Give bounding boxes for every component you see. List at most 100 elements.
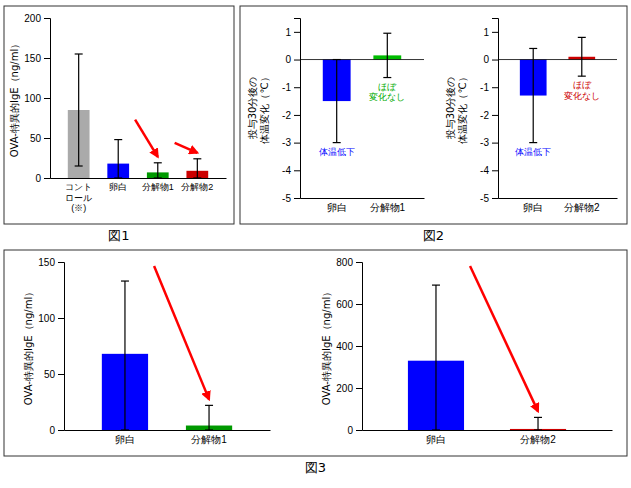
x-tick: 分解物1 (191, 434, 227, 445)
y-tick: 400 (336, 341, 362, 352)
error-bar-cap-high (114, 139, 122, 140)
axis-line (65, 430, 271, 431)
tick-label: 0 (35, 173, 41, 184)
error-bar (383, 33, 391, 77)
tick-label: 1 (483, 27, 489, 38)
tick-mark (58, 262, 64, 263)
tick-mark (44, 138, 50, 139)
error-bar-cap-low (432, 429, 440, 430)
y-tick: 100 (38, 313, 64, 324)
tick-mark (294, 32, 300, 33)
tick-label: -5 (282, 193, 291, 204)
y-axis: 0 50 100 150 (38, 257, 64, 436)
y-axis-title: OVA-特異的IgE（ng/ml） (9, 39, 20, 157)
error-bar (205, 405, 213, 430)
arrow (175, 143, 198, 153)
y-tick: 600 (336, 299, 362, 310)
axis-line (499, 198, 618, 199)
error-bar-stem (197, 159, 198, 178)
axis-line (301, 198, 425, 199)
tick-label: 分解物1 (142, 182, 174, 192)
error-bar-stem (336, 60, 337, 143)
tick-label: -2 (282, 110, 291, 121)
chart: 050100150200コントロール(※)卵白分解物1分解物2OVA-特異的Ig… (9, 13, 227, 213)
annotation: 体温低下 (515, 147, 551, 157)
y-axis-title: OVA-特異的IgE（ng/ml） (23, 287, 34, 405)
figure-box (4, 6, 234, 224)
error-bar (154, 163, 162, 178)
x-tick: 分解物2 (181, 182, 213, 192)
x-tick: 卵白 (115, 434, 135, 445)
y-tick: 0 (35, 173, 50, 184)
tick-label: 50 (44, 369, 56, 380)
error-bar-cap-low (154, 177, 162, 178)
y-tick: -3 (480, 137, 498, 148)
y-axis: 0200400600800 (336, 257, 362, 436)
y-tick: -5 (480, 193, 498, 204)
y-tick: 200 (336, 383, 362, 394)
axis-line (58, 263, 65, 431)
tick-mark (294, 198, 300, 199)
error-bar-stem (78, 54, 79, 166)
tick-label: 卵白 (109, 182, 127, 192)
chart: -5-4-3-2-101卵白分解物1投与30分後の体温変化（℃）体温低下ほぼ変化… (247, 19, 425, 214)
tick-mark (44, 58, 50, 59)
error-bar-cap-high (121, 280, 129, 281)
tick-label: 200 (336, 383, 353, 394)
tick-mark (294, 60, 300, 61)
tick-mark (492, 115, 498, 116)
error-bar-cap-high (205, 405, 213, 406)
error-bar-cap-low (205, 429, 213, 430)
x-tick: 卵白 (426, 434, 446, 445)
error-bar-cap-low (193, 177, 201, 178)
tick-label: 150 (38, 257, 55, 268)
tick-label: 分解物1 (191, 434, 227, 445)
tick-mark (294, 170, 300, 171)
y-tick: 200 (24, 13, 50, 24)
error-bar-cap-low (578, 76, 586, 77)
error-bar-cap-low (529, 142, 537, 143)
y-tick: 800 (336, 257, 362, 268)
error-bar-cap-low (534, 429, 542, 430)
axis-line (294, 19, 301, 199)
tick-label: -4 (480, 165, 489, 176)
y-axis-title: OVA-特異的IgE（ng/ml） (321, 287, 332, 405)
tick-label: 1 (285, 27, 291, 38)
error-bar-stem (581, 37, 582, 76)
tick-label: 卵白 (115, 434, 135, 445)
tick-mark (356, 430, 362, 431)
tick-mark (356, 262, 362, 263)
tick-mark (356, 388, 362, 389)
y-axis-title: 投与30分後の体温変化（℃） (247, 72, 270, 143)
tick-mark (294, 143, 300, 144)
error-bar (534, 417, 542, 430)
error-bar-cap-low (114, 177, 122, 178)
x-axis: 卵白分解物2 (363, 431, 613, 446)
tick-mark (492, 170, 498, 171)
y-tick: -2 (282, 110, 300, 121)
caption: 図3 (305, 460, 326, 475)
x-axis: 卵白 分解物1 (65, 431, 271, 446)
tick-label: -3 (282, 137, 291, 148)
error-bar (529, 48, 537, 142)
x-tick: 卵白 (327, 202, 347, 213)
x-tick: 分解物2 (564, 202, 600, 213)
tick-label: 卵白 (327, 202, 347, 213)
plot-area (102, 281, 232, 430)
axis-line (44, 19, 51, 179)
y-tick: 50 (44, 369, 64, 380)
tick-label: 100 (24, 93, 41, 104)
axis-line (356, 263, 363, 431)
y-tick: 0 (49, 425, 64, 436)
y-tick: -1 (282, 82, 300, 93)
tick-mark (58, 318, 64, 319)
error-bar-cap-low (383, 77, 391, 78)
tick-label: 卵白 (523, 202, 543, 213)
zero-line (498, 59, 617, 60)
error-bar-cap-high (534, 417, 542, 418)
tick-label: 100 (38, 313, 55, 324)
tick-label: -2 (480, 110, 489, 121)
y-axis: 050100150200 (24, 13, 50, 184)
tick-mark (492, 143, 498, 144)
plot-area (323, 33, 401, 142)
